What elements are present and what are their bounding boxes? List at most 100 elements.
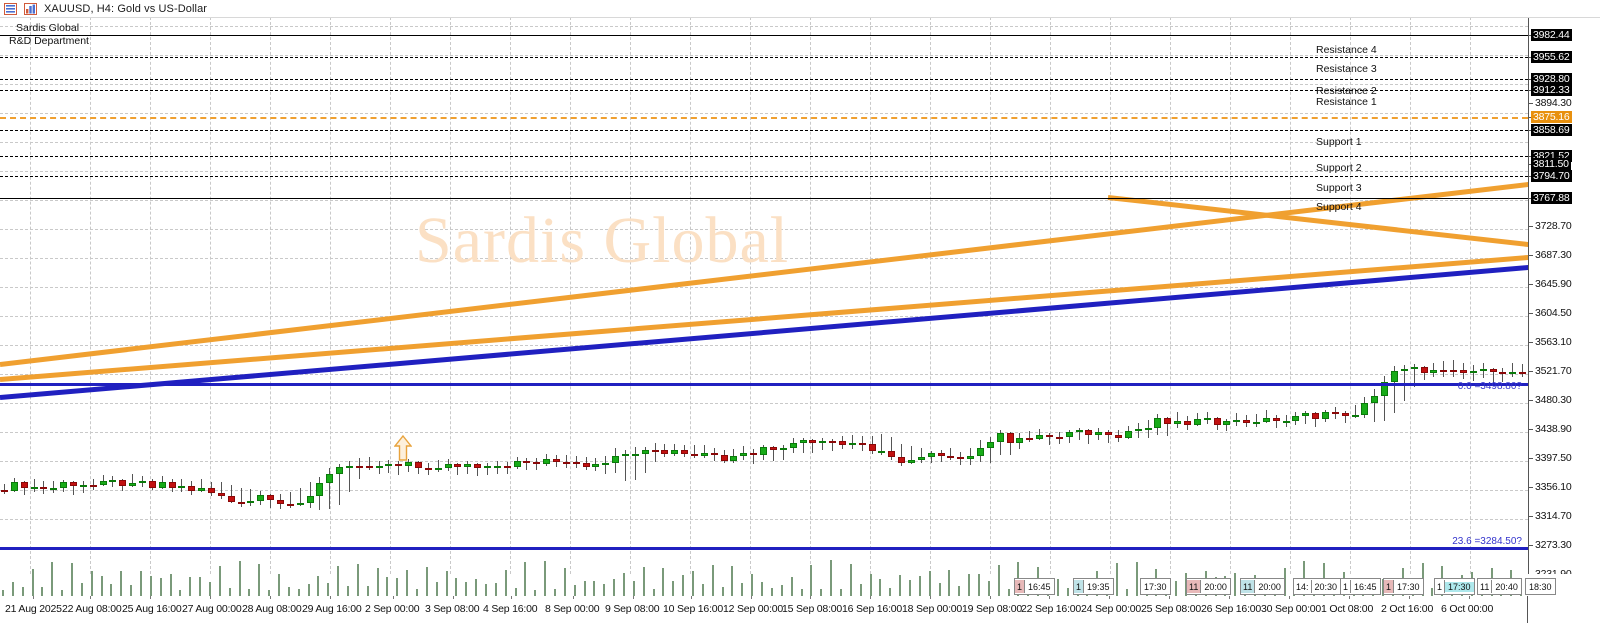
time-tick <box>870 596 871 599</box>
event-badge[interactable]: 18:30 <box>1525 578 1556 595</box>
candle-wick <box>1512 363 1513 377</box>
event-badge[interactable]: 11 20:00 <box>1240 578 1285 595</box>
candle-body <box>1302 412 1309 416</box>
trendline-blue-support[interactable] <box>0 265 1528 400</box>
candle-body <box>21 482 28 489</box>
chart-bars-icon[interactable] <box>24 2 37 15</box>
economic-event-badges[interactable]: 1 16:45 1 19:35 17:30 11 20:00 11 20:00 14: 20:30 1… <box>0 578 1556 595</box>
time-tick <box>150 596 151 599</box>
candle-body <box>583 463 590 467</box>
event-badge[interactable]: 1 17:30 <box>1383 578 1424 595</box>
candle-body <box>1204 418 1211 421</box>
candle-body <box>1085 429 1092 435</box>
candle-wick <box>1049 432 1050 445</box>
gridline-horizontal <box>0 142 1528 143</box>
candle-body <box>1174 421 1181 425</box>
time-axis-label: 21 Aug 2025 <box>5 603 62 615</box>
candle-wick <box>891 436 892 460</box>
volume-bar <box>830 560 832 596</box>
gridline-horizontal <box>0 26 1528 27</box>
event-badge[interactable]: 17:30 <box>1140 578 1171 595</box>
event-badge-time: 17:30 <box>1144 581 1167 592</box>
volume-bar <box>367 586 369 596</box>
time-axis-label: 6 Oct 00:00 <box>1441 603 1494 615</box>
volume-bar <box>436 582 438 596</box>
candle-wick <box>812 439 813 454</box>
event-badge[interactable]: 11 20:00 <box>1186 578 1231 595</box>
event-badge[interactable]: 1 17:30 <box>1434 578 1475 595</box>
candle-body <box>307 495 314 503</box>
candle-body <box>1223 421 1230 426</box>
event-badge[interactable]: 1 16:45 <box>1014 578 1055 595</box>
event-badge-count: 1 <box>1341 580 1352 593</box>
axis-corner-box[interactable] <box>1527 596 1600 623</box>
candle-wick <box>93 478 94 491</box>
volume-bar <box>288 587 290 596</box>
candle-wick <box>1453 359 1454 377</box>
volume-bar <box>347 586 349 596</box>
chart-plot-area[interactable]: Sardis Global Resistance 4 Resistance 3 Re… <box>0 17 1528 574</box>
event-badge[interactable]: 1 16:45 <box>1340 578 1381 595</box>
event-badge[interactable]: 1 19:35 <box>1073 578 1114 595</box>
volume-bar <box>791 577 793 596</box>
time-tick <box>1409 596 1410 599</box>
chart-list-icon[interactable] <box>4 2 17 15</box>
event-badge[interactable]: 11 20:40 <box>1477 578 1522 595</box>
price-axis-label: 3955.62 <box>1531 51 1572 63</box>
buy-arrow-icon <box>393 434 413 466</box>
candle-wick <box>1493 368 1494 384</box>
volume-bar <box>446 571 448 596</box>
volume-bar <box>712 564 714 596</box>
candle-body <box>1450 369 1457 372</box>
gridline-vertical <box>450 17 451 574</box>
volume-bar <box>988 581 990 596</box>
price-axis-label: 3314.70 <box>1535 510 1572 522</box>
candle-body <box>1283 421 1290 424</box>
volume-bar <box>899 575 901 596</box>
annotation-line-2: R&D Department <box>9 35 89 47</box>
gridline-vertical <box>630 17 631 574</box>
candle-body <box>1243 419 1250 423</box>
price-axis-label: 3728.70 <box>1535 220 1572 232</box>
candle-wick <box>1177 412 1178 429</box>
event-badge-count: 1 <box>1384 580 1395 593</box>
time-axis[interactable]: 21 Aug 2025 22 Aug 08:00 25 Aug 16:00 27 Au… <box>0 596 1528 623</box>
candle-wick <box>694 444 695 458</box>
volume-bar <box>919 576 921 596</box>
gridline-vertical <box>1350 17 1351 574</box>
candle-wick <box>655 442 656 462</box>
price-tick <box>1529 313 1533 314</box>
price-level-line <box>0 176 1528 177</box>
candle-body <box>445 463 452 468</box>
candle-body <box>1184 421 1191 425</box>
candle-body <box>947 456 954 459</box>
price-axis[interactable]: 3982.44 3955.62 3928.80 3912.33 3894.30 3875.… <box>1528 17 1600 574</box>
volume-bar <box>150 576 152 596</box>
level-label-resistance-4: Resistance 4 <box>1316 44 1377 56</box>
candle-body <box>385 464 392 467</box>
volume-bar <box>692 570 694 596</box>
candle-wick <box>339 464 340 505</box>
candle-wick <box>1443 361 1444 377</box>
candle-body <box>701 453 708 457</box>
event-badge-count: 11 <box>1478 580 1493 593</box>
price-tick <box>1529 342 1533 343</box>
candle-body <box>1499 372 1506 375</box>
candle-wick <box>1256 414 1257 427</box>
event-badge[interactable]: 14: 20:30 <box>1293 578 1342 595</box>
time-tick <box>33 596 34 599</box>
time-axis-label: 27 Aug 00:00 <box>182 603 242 615</box>
event-badge-time: 19:35 <box>1087 581 1110 592</box>
volume-bar <box>170 573 172 596</box>
candle-body <box>1490 369 1497 373</box>
candle-wick <box>803 438 804 453</box>
volume-bar <box>978 574 980 596</box>
candle-wick <box>73 481 74 496</box>
candle-body <box>159 482 166 488</box>
volume-bar <box>613 578 615 596</box>
time-tick <box>751 596 752 599</box>
price-axis-label: 3273.30 <box>1535 539 1572 551</box>
candle-body <box>770 447 777 450</box>
volume-bar <box>308 583 310 596</box>
event-badge-time: 16:45 <box>1354 581 1377 592</box>
